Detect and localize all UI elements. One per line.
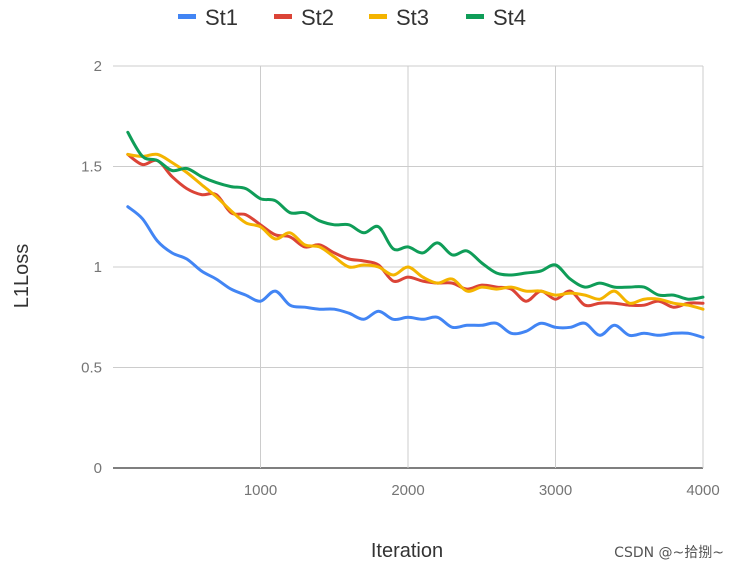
x-axis-title: Iteration <box>371 540 443 562</box>
legend-item-st3: St3 <box>369 5 429 30</box>
y-tick-label: 2 <box>94 58 102 75</box>
legend-swatch <box>369 14 387 19</box>
x-axis-ticks: 1000 2000 3000 4000 <box>244 482 720 499</box>
legend: St1 St2 St3 St4 <box>178 5 526 30</box>
x-tick-label: 1000 <box>244 482 277 499</box>
y-axis-title: L1Loss <box>11 244 33 309</box>
y-tick-label: 1.5 <box>81 159 102 176</box>
series-line-st4 <box>126 130 705 301</box>
series-line-st3 <box>126 152 705 311</box>
legend-label: St4 <box>493 5 526 30</box>
legend-swatch <box>466 14 484 19</box>
series-line-st2 <box>126 152 705 309</box>
y-axis-ticks: 0 0.5 1 1.5 2 <box>81 58 102 477</box>
series-line-st1 <box>126 205 705 339</box>
y-tick-label: 0.5 <box>81 360 102 377</box>
legend-label: St2 <box>301 5 334 30</box>
x-tick-label: 4000 <box>686 482 719 499</box>
x-tick-label: 3000 <box>539 482 572 499</box>
series-lines <box>126 130 705 339</box>
legend-item-st4: St4 <box>466 5 526 30</box>
legend-swatch <box>274 14 292 19</box>
grid <box>113 65 704 469</box>
x-tick-label: 2000 <box>391 482 424 499</box>
y-tick-label: 1 <box>94 259 102 276</box>
y-tick-label: 0 <box>94 460 102 477</box>
watermark-text: CSDN @~拾捌~ <box>614 545 724 561</box>
legend-item-st1: St1 <box>178 5 238 30</box>
legend-item-st2: St2 <box>274 5 334 30</box>
legend-label: St3 <box>396 5 429 30</box>
legend-swatch <box>178 14 196 19</box>
legend-label: St1 <box>205 5 238 30</box>
